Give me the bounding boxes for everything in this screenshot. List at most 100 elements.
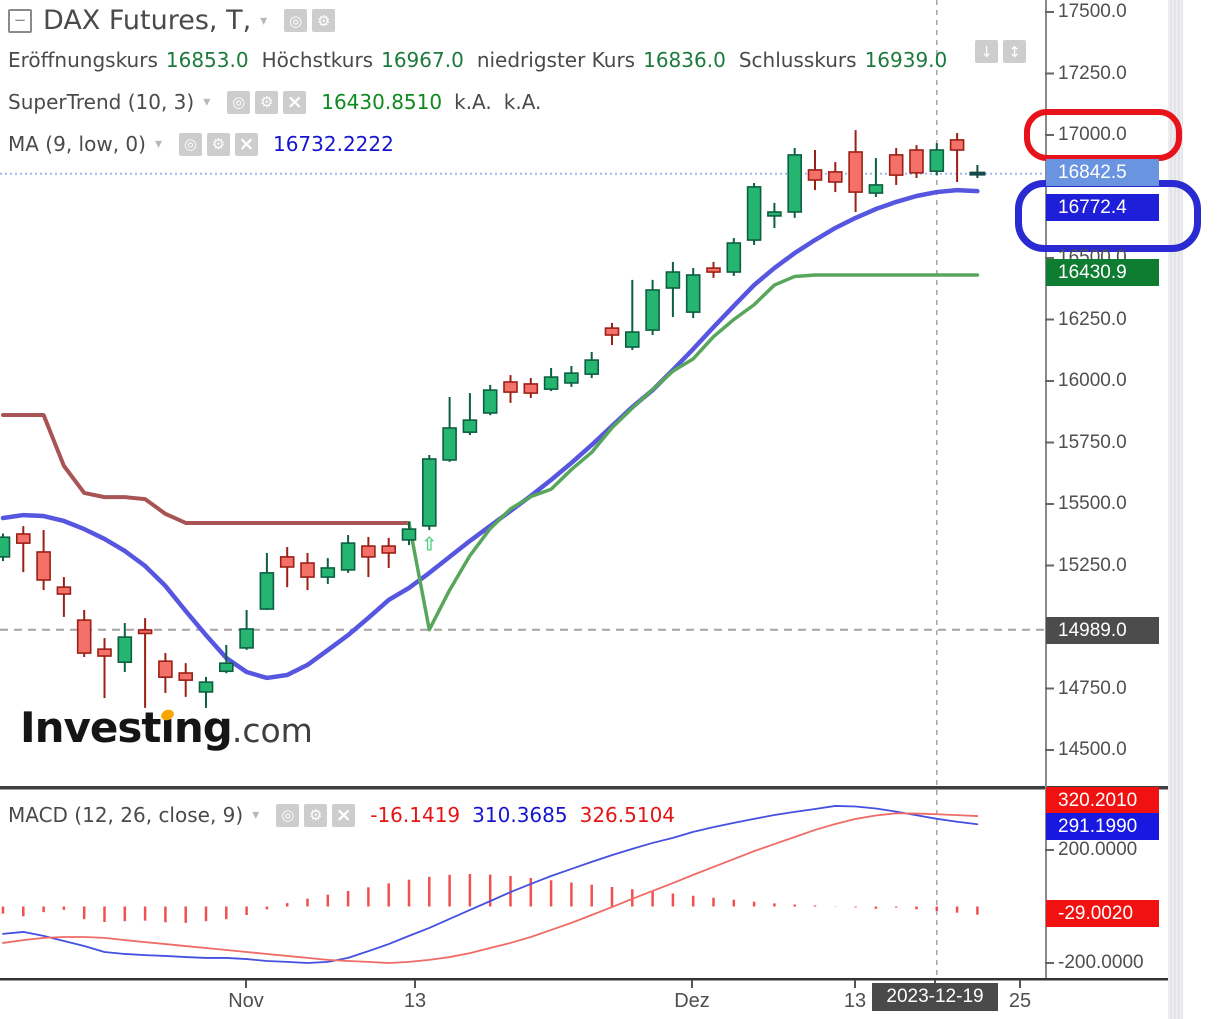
minus-glyph: −: [13, 11, 27, 29]
chevron-down-icon[interactable]: ▾: [154, 136, 162, 152]
candle-body: [827, 171, 843, 183]
close-icon[interactable]: ×: [234, 132, 258, 156]
ohlc-tools: ↓ ↕: [975, 40, 1026, 63]
time-axis-label: Dez: [674, 990, 710, 1012]
x-glyph: ×: [238, 132, 255, 155]
open-value: 16853.0: [165, 48, 249, 72]
macd-name[interactable]: MACD (12, 26, close, 9): [8, 803, 244, 827]
supertrend-value-2: k.A.: [454, 90, 492, 114]
candle-body: [178, 672, 193, 681]
ma-value: 16732.2222: [272, 132, 394, 156]
candle-body: [564, 372, 579, 384]
candle-body: [746, 186, 762, 241]
high-label: Höchstkurs: [261, 48, 374, 72]
gear-icon[interactable]: ⚙: [312, 9, 336, 32]
buy-signal-arrow-icon: ⇧: [421, 534, 437, 556]
price-axis-value-label: 16772.4: [1046, 193, 1159, 221]
ma-line: [0, 187, 980, 681]
supertrend-value: 16430.8510: [321, 90, 443, 114]
logo-text-1: Invest: [20, 703, 161, 752]
macd-axis-value-label: 291.1990: [1046, 812, 1159, 840]
close-icon[interactable]: ×: [283, 90, 307, 114]
candle-body: [381, 545, 397, 554]
candle-body: [36, 551, 51, 581]
macd-line-value: 310.3685: [472, 803, 568, 827]
visibility-icon[interactable]: ◎: [227, 90, 251, 114]
chevron-down-icon[interactable]: ▾: [260, 12, 268, 29]
supertrend-up-line: [407, 273, 980, 632]
macd-axis-value-label: 320.2010: [1046, 786, 1159, 814]
candle-body: [15, 533, 31, 544]
price-axis-line: [1045, 0, 1047, 978]
close-label: Schlusskurs: [738, 48, 857, 72]
chevron-down-icon[interactable]: ▾: [203, 94, 211, 110]
indicator-row-macd: MACD (12, 26, close, 9) ▾ ◎ ⚙ × -16.1419…: [8, 803, 675, 827]
ohlc-row: Eröffnungskurs 16853.0 Höchstkurs 16967.…: [8, 48, 960, 72]
supertrend-name[interactable]: SuperTrend (10, 3): [8, 90, 195, 114]
crosshair-date-badge: 2023-12-19: [872, 983, 998, 1011]
price-axis-value-label: 16430.9: [1046, 258, 1159, 286]
price-tick-label: 16000.0: [1058, 370, 1127, 391]
candle-body: [909, 149, 924, 174]
logo-suffix: .com: [231, 711, 313, 750]
logo-text-2: ng: [173, 703, 233, 752]
price-axis-value-label: 14989.0: [1046, 616, 1159, 644]
candle-body: [442, 427, 457, 461]
candle-body: [76, 619, 92, 654]
x-glyph: ×: [335, 803, 352, 826]
candle-body: [340, 542, 356, 571]
visibility-icon[interactable]: ◎: [178, 132, 202, 156]
symbol-title[interactable]: DAX Futures, T,: [43, 5, 252, 36]
candle-body: [259, 572, 275, 610]
visibility-icon[interactable]: ◎: [284, 9, 308, 32]
visibility-icon[interactable]: ◎: [276, 803, 300, 827]
candle-body: [584, 359, 600, 375]
candle-body: [767, 211, 782, 217]
time-axis-label: 13: [403, 990, 427, 1012]
candle-body: [624, 331, 640, 348]
indicator-row-ma: MA (9, low, 0) ▾ ◎ ⚙ × 16732.2222: [8, 132, 394, 156]
symbol-header-row: − DAX Futures, T, ▾ ◎ ⚙: [8, 5, 336, 36]
candle-body: [56, 586, 72, 595]
chevron-down-icon[interactable]: ▾: [252, 807, 260, 823]
low-label: niedrigster Kurs: [476, 48, 636, 72]
candle-body: [219, 662, 234, 673]
candle-body: [158, 660, 173, 678]
close-value: 16939.0: [864, 48, 948, 72]
candle-body: [726, 242, 742, 273]
gear-icon[interactable]: ⚙: [255, 90, 279, 114]
price-axis-value-label: 16842.5: [1046, 158, 1159, 186]
right-scroll-strip[interactable]: [1168, 0, 1183, 1019]
candle-body: [848, 151, 863, 193]
price-tick-label: 17500.0: [1058, 1, 1127, 22]
arrow-updown-icon[interactable]: ↕: [1003, 40, 1026, 63]
time-axis-label: 13: [843, 990, 867, 1012]
collapse-pane-icon[interactable]: −: [8, 8, 32, 33]
price-tick-label: 17000.0: [1058, 124, 1127, 145]
candle-body: [401, 528, 417, 541]
open-label: Eröffnungskurs: [8, 48, 158, 72]
candle-body: [300, 562, 315, 578]
supertrend-value-3: k.A.: [503, 90, 542, 114]
arrow-down-icon[interactable]: ↓: [975, 40, 998, 63]
candle-body: [523, 383, 539, 394]
candle-body: [117, 636, 133, 663]
candle-body: [706, 267, 721, 273]
candle-body: [543, 376, 559, 390]
ma-name[interactable]: MA (9, low, 0): [8, 132, 146, 156]
gear-icon[interactable]: ⚙: [304, 803, 328, 827]
candle-body: [0, 536, 11, 558]
logo-i: ı: [159, 703, 176, 752]
macd-axis-value-label: -29.0020: [1046, 899, 1159, 927]
gear-icon[interactable]: ⚙: [206, 132, 230, 156]
candle-body: [320, 567, 336, 578]
price-tick-label: 14750.0: [1058, 677, 1127, 699]
candle-body: [807, 169, 823, 181]
close-icon[interactable]: ×: [332, 803, 356, 827]
candle-body: [604, 327, 620, 336]
time-axis-label: 25: [1008, 990, 1032, 1012]
price-tick-label: 17250.0: [1058, 62, 1127, 84]
candle-body: [239, 628, 254, 649]
